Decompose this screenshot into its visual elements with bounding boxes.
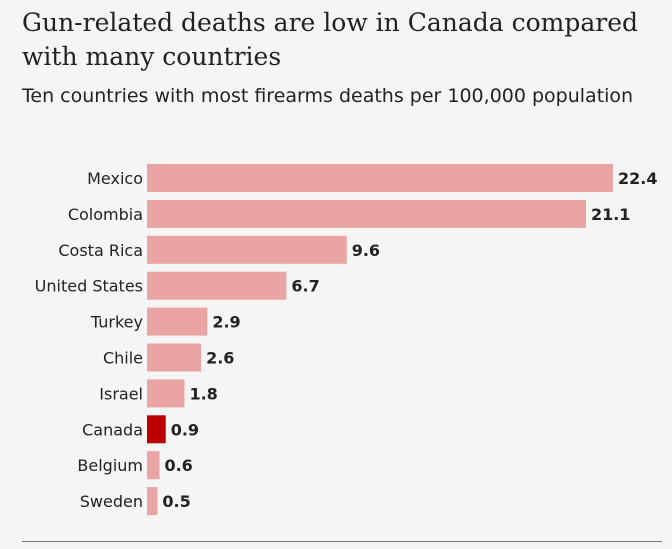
category-label-israel: Israel: [99, 384, 143, 403]
value-label-turkey: 2.9: [212, 313, 240, 332]
bar-mexico: [147, 164, 613, 192]
bar-turkey: [147, 307, 208, 336]
value-label-colombia: 21.1: [591, 205, 630, 224]
bar-canada: [147, 415, 166, 444]
category-label-costa-rica: Costa Rica: [58, 241, 143, 260]
bottom-divider: [22, 541, 662, 542]
category-label-colombia: Colombia: [68, 205, 143, 224]
category-label-mexico: Mexico: [87, 169, 143, 188]
bar-chile: [147, 343, 202, 372]
value-label-israel: 1.8: [189, 384, 217, 403]
bar-belgium: [147, 451, 160, 480]
category-label-belgium: Belgium: [77, 456, 143, 475]
category-label-sweden: Sweden: [80, 492, 143, 511]
category-label-united-states: United States: [35, 277, 143, 296]
value-label-mexico: 22.4: [618, 169, 657, 188]
value-label-costa-rica: 9.6: [352, 241, 380, 260]
value-label-canada: 0.9: [171, 420, 199, 439]
category-label-canada: Canada: [82, 420, 143, 439]
value-label-united-states: 6.7: [291, 277, 319, 296]
bar-sweden: [147, 487, 158, 516]
category-label-chile: Chile: [103, 349, 143, 368]
bar-israel: [147, 379, 185, 408]
value-label-belgium: 0.6: [164, 456, 192, 475]
value-label-chile: 2.6: [206, 349, 234, 368]
bar-united-states: [147, 271, 287, 300]
bar-costa-rica: [147, 235, 347, 264]
chart-title: Gun-related deaths are low in Canada com…: [22, 8, 639, 71]
value-label-sweden: 0.5: [162, 492, 190, 511]
chart-subtitle: Ten countries with most firearms deaths …: [22, 85, 634, 107]
category-label-turkey: Turkey: [90, 313, 143, 332]
bar-colombia: [147, 199, 586, 228]
